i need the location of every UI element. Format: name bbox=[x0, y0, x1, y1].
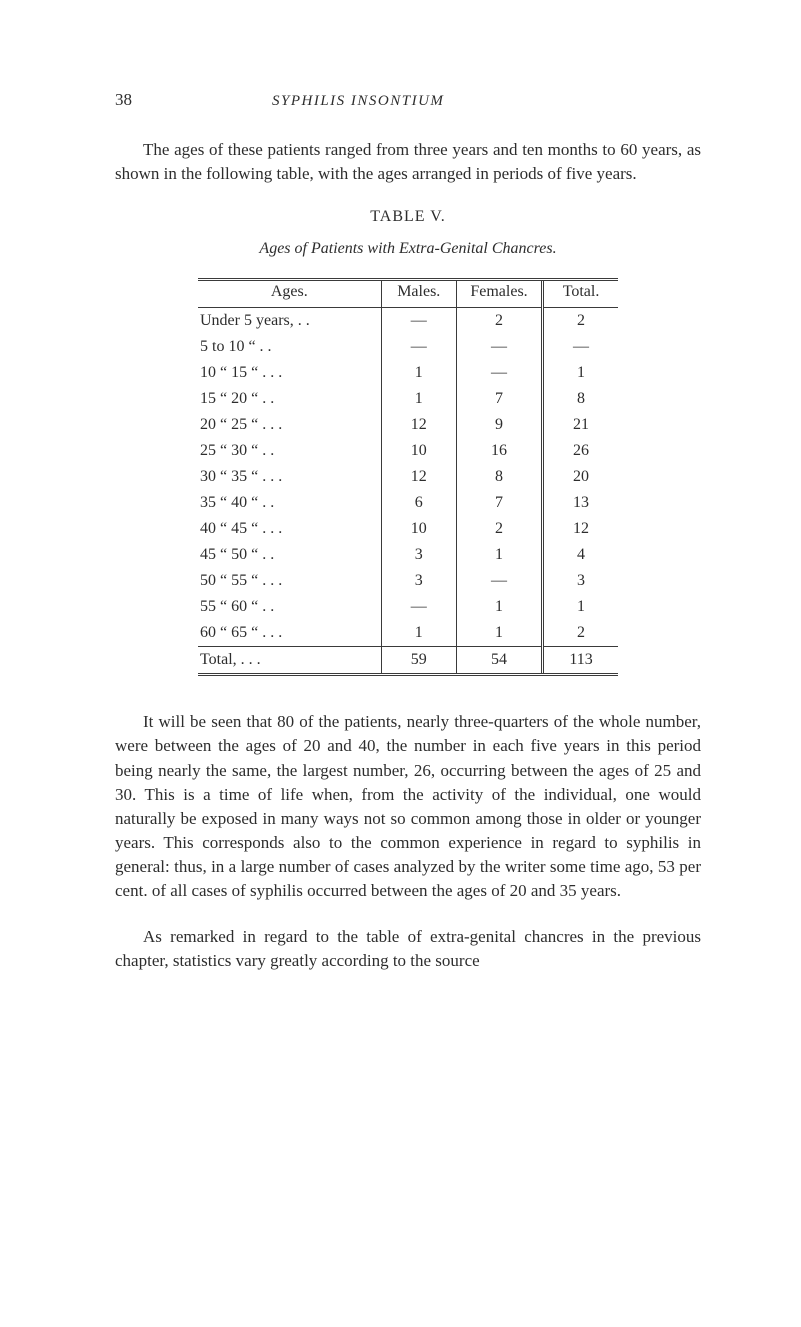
table-row: 30 “ 35 “ . . .12820 bbox=[198, 464, 618, 490]
cell-ages: 10 “ 15 “ . . . bbox=[198, 360, 381, 386]
cell-ages: 60 “ 65 “ . . . bbox=[198, 620, 381, 647]
table-caption: TABLE V. bbox=[115, 208, 701, 226]
table-row: 40 “ 45 “ . . .10212 bbox=[198, 516, 618, 542]
cell-ages: 40 “ 45 “ . . . bbox=[198, 516, 381, 542]
cell-males: 1 bbox=[381, 386, 456, 412]
running-head: SYPHILIS INSONTIUM bbox=[272, 93, 444, 110]
table-row: Under 5 years, . .—22 bbox=[198, 308, 618, 335]
cell-males: — bbox=[381, 594, 456, 620]
table-row: 45 “ 50 “ . .314 bbox=[198, 542, 618, 568]
col-header-females: Females. bbox=[456, 280, 542, 308]
page-header: 38 SYPHILIS INSONTIUM bbox=[115, 90, 701, 110]
cell-total: 4 bbox=[543, 542, 618, 568]
cell-males: — bbox=[381, 334, 456, 360]
cell-females: 2 bbox=[456, 516, 542, 542]
ages-table: Ages. Males. Females. Total. Under 5 yea… bbox=[198, 278, 618, 676]
cell-total: 3 bbox=[543, 568, 618, 594]
cell-females: 7 bbox=[456, 490, 542, 516]
cell-total: — bbox=[543, 334, 618, 360]
col-header-males: Males. bbox=[381, 280, 456, 308]
cell-total: 8 bbox=[543, 386, 618, 412]
table-total-row: Total, . . . 59 54 113 bbox=[198, 647, 618, 675]
col-header-total: Total. bbox=[543, 280, 618, 308]
cell-males: 1 bbox=[381, 360, 456, 386]
cell-males: 10 bbox=[381, 516, 456, 542]
cell-total: 1 bbox=[543, 360, 618, 386]
book-page: 38 SYPHILIS INSONTIUM The ages of these … bbox=[0, 0, 801, 1327]
cell-females: 9 bbox=[456, 412, 542, 438]
cell-total: 2 bbox=[543, 308, 618, 335]
main-paragraph: It will be seen that 80 of the patients,… bbox=[115, 710, 701, 903]
cell-females: 8 bbox=[456, 464, 542, 490]
total-males: 59 bbox=[381, 647, 456, 675]
cell-ages: 55 “ 60 “ . . bbox=[198, 594, 381, 620]
cell-females: — bbox=[456, 568, 542, 594]
total-label: Total, . . . bbox=[198, 647, 381, 675]
cell-females: 7 bbox=[456, 386, 542, 412]
cell-ages: 35 “ 40 “ . . bbox=[198, 490, 381, 516]
cell-total: 20 bbox=[543, 464, 618, 490]
cell-ages: 15 “ 20 “ . . bbox=[198, 386, 381, 412]
cell-females: 1 bbox=[456, 594, 542, 620]
total-females: 54 bbox=[456, 647, 542, 675]
cell-total: 2 bbox=[543, 620, 618, 647]
table-row: 20 “ 25 “ . . .12921 bbox=[198, 412, 618, 438]
table-row: 25 “ 30 “ . .101626 bbox=[198, 438, 618, 464]
cell-ages: 25 “ 30 “ . . bbox=[198, 438, 381, 464]
cell-females: 1 bbox=[456, 620, 542, 647]
total-total: 113 bbox=[543, 647, 618, 675]
table-row: 10 “ 15 “ . . .1—1 bbox=[198, 360, 618, 386]
table-subcaption: Ages of Patients with Extra-Genital Chan… bbox=[115, 240, 701, 258]
cell-males: 1 bbox=[381, 620, 456, 647]
table-row: 60 “ 65 “ . . .112 bbox=[198, 620, 618, 647]
cell-females: — bbox=[456, 334, 542, 360]
cell-ages: Under 5 years, . . bbox=[198, 308, 381, 335]
table-row: 5 to 10 “ . .——— bbox=[198, 334, 618, 360]
last-paragraph: As remarked in regard to the table of ex… bbox=[115, 925, 701, 973]
cell-males: 3 bbox=[381, 542, 456, 568]
cell-total: 12 bbox=[543, 516, 618, 542]
cell-ages: 50 “ 55 “ . . . bbox=[198, 568, 381, 594]
table-row: 55 “ 60 “ . .—11 bbox=[198, 594, 618, 620]
col-header-ages: Ages. bbox=[198, 280, 381, 308]
table-row: 15 “ 20 “ . .178 bbox=[198, 386, 618, 412]
cell-total: 26 bbox=[543, 438, 618, 464]
cell-males: 6 bbox=[381, 490, 456, 516]
table-body: Under 5 years, . .—225 to 10 “ . .———10 … bbox=[198, 308, 618, 647]
cell-females: 2 bbox=[456, 308, 542, 335]
cell-total: 1 bbox=[543, 594, 618, 620]
page-number: 38 bbox=[115, 90, 132, 110]
cell-total: 13 bbox=[543, 490, 618, 516]
cell-total: 21 bbox=[543, 412, 618, 438]
cell-males: 3 bbox=[381, 568, 456, 594]
cell-males: 10 bbox=[381, 438, 456, 464]
table-row: 50 “ 55 “ . . .3—3 bbox=[198, 568, 618, 594]
cell-males: 12 bbox=[381, 412, 456, 438]
cell-ages: 20 “ 25 “ . . . bbox=[198, 412, 381, 438]
cell-males: — bbox=[381, 308, 456, 335]
cell-ages: 45 “ 50 “ . . bbox=[198, 542, 381, 568]
intro-paragraph: The ages of these patients ranged from t… bbox=[115, 138, 701, 186]
cell-females: 1 bbox=[456, 542, 542, 568]
cell-males: 12 bbox=[381, 464, 456, 490]
cell-females: — bbox=[456, 360, 542, 386]
cell-ages: 30 “ 35 “ . . . bbox=[198, 464, 381, 490]
table-row: 35 “ 40 “ . .6713 bbox=[198, 490, 618, 516]
cell-females: 16 bbox=[456, 438, 542, 464]
cell-ages: 5 to 10 “ . . bbox=[198, 334, 381, 360]
